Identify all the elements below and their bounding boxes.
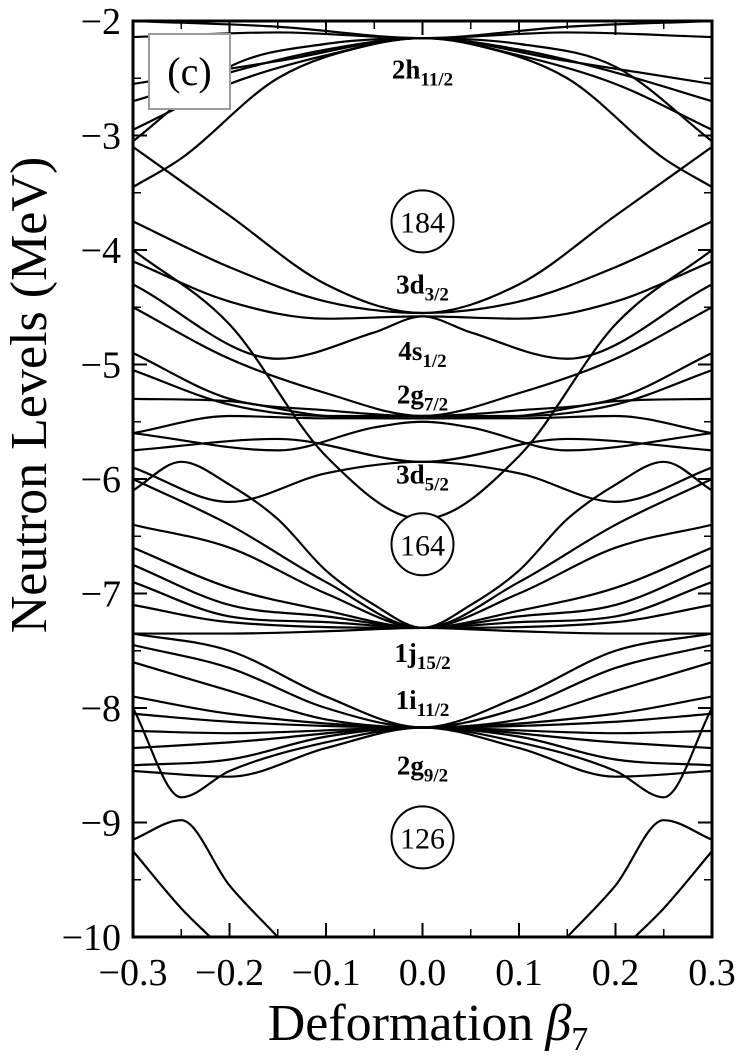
y-tick-label: −2 (81, 1, 121, 43)
orbital-label: 1i11/2 (396, 685, 450, 721)
y-tick-label: −10 (62, 917, 121, 959)
panel-label-box: (c) (148, 33, 231, 110)
panel-label: (c) (167, 49, 211, 94)
y-tick-label: −6 (81, 459, 121, 501)
level-curve-16 (133, 414, 712, 435)
level-curve-17 (133, 420, 712, 452)
level-curve-19 (133, 460, 712, 504)
annotation-layer: 2h11/2 3d3/2 4s1/2 2g7/2 3d5/2 1j15/2 1i11/2 2g… (390, 54, 455, 870)
orbital-label: 2g9/2 (397, 750, 448, 786)
level-curve-26 (133, 603, 712, 629)
orbital-label: 3d5/2 (396, 460, 449, 496)
x-tick-label: −0.3 (99, 952, 168, 994)
magic-number-circle (390, 805, 455, 870)
orbital-label: 3d3/2 (396, 270, 449, 306)
level-curve-41 (133, 850, 211, 937)
x-tick-label: −0.1 (292, 952, 361, 994)
y-tick-label: −5 (81, 345, 121, 387)
orbital-label: 2g7/2 (397, 379, 448, 415)
level-curve-28 (133, 626, 712, 635)
magic-number-circle (390, 189, 455, 254)
level-curve-9 (133, 220, 712, 315)
orbital-label: 2h11/2 (392, 54, 453, 90)
level-curve-40 (566, 819, 712, 937)
level-curve-7 (133, 37, 712, 188)
magic-number-label: 184 (400, 206, 445, 239)
x-axis-symbol: β (544, 995, 571, 1052)
y-axis-title: Neutron Levels (MeV) (1, 157, 58, 634)
magic-number-circle (390, 512, 455, 577)
level-curve-38 (133, 707, 712, 799)
x-axis-symbol-sub: 7 (571, 1021, 588, 1057)
x-tick-label: 0.1 (495, 952, 543, 994)
y-tick-label: −7 (81, 574, 121, 616)
ticks-layer: −0.3 −0.2 −0.1 0.0 0.1 0.2 0.3 −2 −3 −4 −5 −6 −7 −8 −9… (62, 1, 736, 994)
level-curve-11 (133, 283, 712, 360)
magic-number-label: 164 (400, 529, 445, 562)
y-tick-label: −4 (81, 230, 121, 272)
level-curve-18 (133, 437, 712, 463)
orbital-label: 4s1/2 (398, 336, 446, 372)
x-axis-title-text: Deformation (268, 995, 534, 1052)
level-curve-39 (133, 819, 279, 937)
x-tick-label: 0.3 (688, 952, 736, 994)
y-tick-label: −9 (81, 803, 121, 845)
x-axis-title: Deformation β7 (268, 995, 589, 1057)
level-curve-14 (133, 369, 712, 418)
y-tick-label: −3 (81, 116, 121, 158)
y-tick-label: −8 (81, 688, 121, 730)
magic-number-label: 126 (400, 822, 445, 855)
level-curve-35 (133, 726, 712, 750)
x-tick-label: 0.0 (399, 952, 447, 994)
orbital-label: 1j15/2 (394, 638, 450, 674)
x-tick-label: −0.2 (195, 952, 264, 994)
x-tick-label: 0.2 (592, 952, 640, 994)
level-curve-42 (634, 850, 712, 937)
